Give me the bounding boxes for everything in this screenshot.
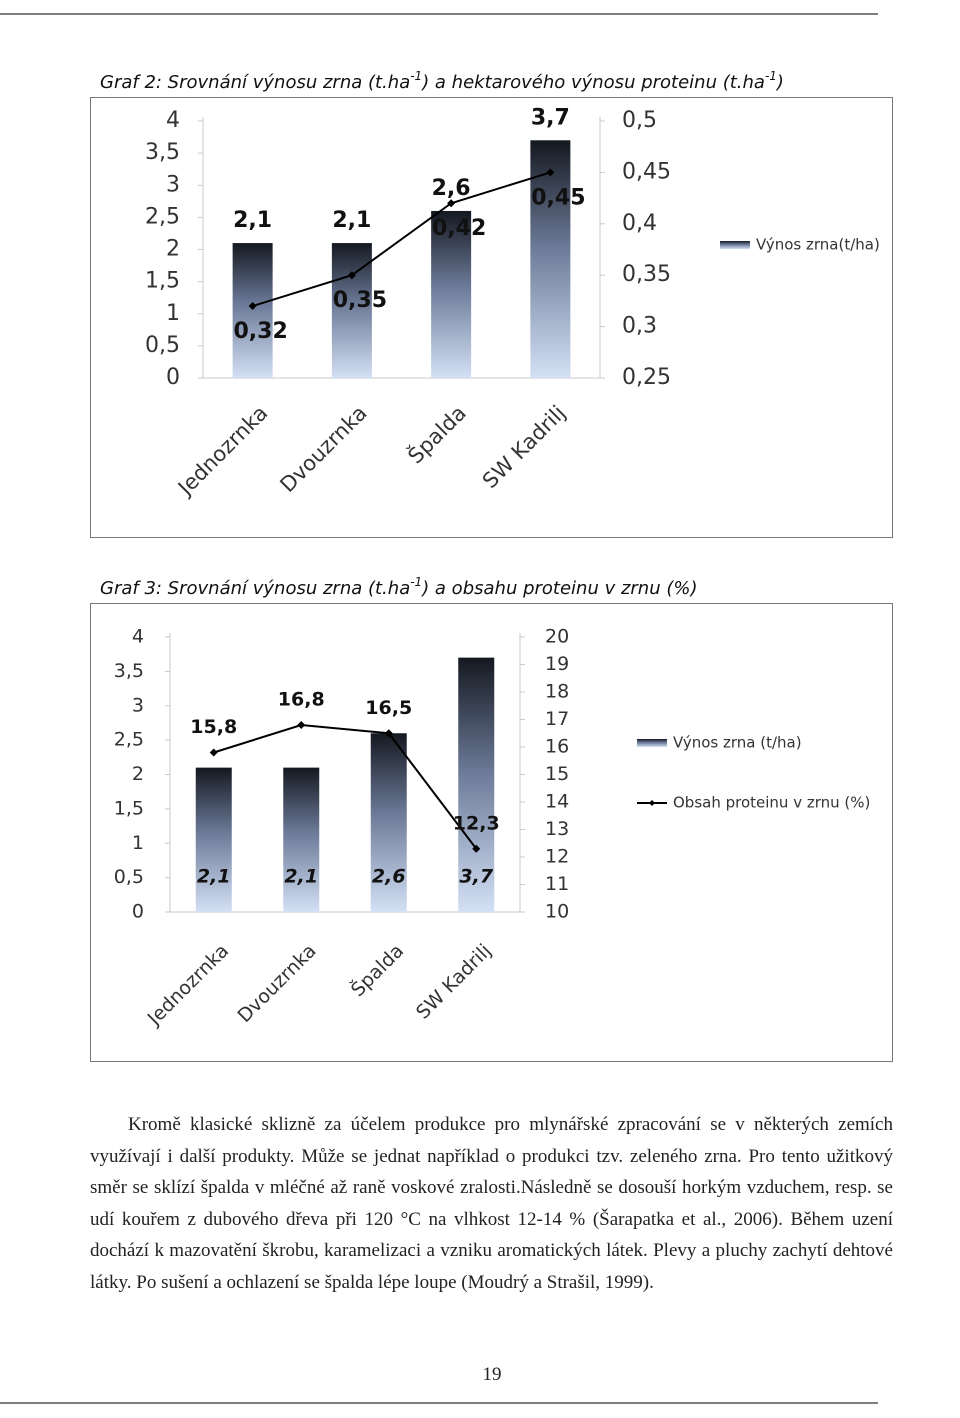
y2-tick-label: 0,5 [622, 108, 657, 133]
line-marker [248, 302, 257, 311]
y2-tick-label: 17 [545, 708, 569, 730]
chart-title: Graf 2: Srovnání výnosu zrna (t.ha-1) a … [100, 69, 784, 94]
bar-value-label: 2,1 [197, 866, 231, 888]
y2-tick-label: 16 [545, 736, 569, 758]
line-value-label: 0,45 [531, 185, 585, 210]
x-tick-label: SW Kadrilj [412, 940, 496, 1024]
y-tick-label: 1,5 [114, 797, 144, 819]
legend-label: Obsah proteinu v zrnu (%) [673, 794, 870, 812]
chart-title: Graf 3: Srovnání výnosu zrna (t.ha-1) a … [100, 575, 698, 600]
y2-tick-label: 0,25 [622, 365, 671, 390]
y2-tick-label: 18 [545, 681, 569, 703]
y-tick-label: 2 [166, 237, 180, 262]
y-tick-label: 3,5 [145, 140, 180, 165]
line-marker [546, 168, 555, 177]
x-tick-label: Dvouzrnka [275, 401, 371, 497]
bar-value-label: 3,7 [531, 105, 570, 130]
y-tick-label: 0 [132, 901, 144, 923]
title-part: ) [775, 72, 784, 93]
paragraph: Kromě klasické sklizně za účelem produkc… [90, 1114, 893, 1293]
y2-tick-label: 15 [545, 763, 569, 785]
y-tick-label: 2 [132, 763, 144, 785]
y2-tick-label: 10 [545, 901, 569, 923]
line-value-label: 0,42 [432, 216, 486, 241]
title-superscript: -1 [765, 69, 777, 83]
y-tick-label: 2,5 [114, 729, 144, 751]
y-tick-label: 3 [166, 172, 180, 197]
bar-value-label: 3,7 [459, 866, 493, 888]
title-superscript: -1 [410, 69, 422, 83]
y2-tick-label: 12 [545, 846, 569, 868]
bar [232, 243, 273, 378]
line-marker [209, 748, 218, 757]
line-value-label: 16,8 [278, 689, 325, 711]
y2-tick-label: 20 [545, 626, 569, 648]
legend-swatch [637, 739, 667, 747]
bar [458, 657, 495, 912]
bar-value-label: 2,1 [332, 208, 371, 233]
legend-label: Výnos zrna(t/ha) [756, 236, 880, 254]
bar-value-label: 2,1 [233, 208, 272, 233]
title-part: ) a hektarového výnosu proteinu (t.ha [420, 72, 765, 93]
y2-tick-label: 14 [545, 791, 569, 813]
bar [370, 733, 407, 912]
x-tick-label: Dvouzrnka [233, 940, 320, 1027]
line [213, 723, 478, 850]
line [252, 171, 551, 307]
legend-swatch [720, 241, 750, 249]
title-part: Graf 3: Srovnání výnosu zrna (t.ha [100, 578, 410, 599]
title-part: Graf 2: Srovnání výnosu zrna (t.ha [100, 72, 410, 93]
bar-value-label: 2,6 [372, 866, 406, 888]
title-part: ) a obsahu proteinu v zrnu (%) [420, 578, 697, 599]
title-superscript: -1 [410, 575, 422, 589]
line-value-label: 12,3 [453, 812, 500, 834]
x-tick-label: Špalda [345, 938, 408, 1001]
y-tick-label: 0,5 [145, 333, 180, 358]
x-tick-label: SW Kadrilj [478, 401, 570, 493]
chart-frame [90, 97, 893, 538]
y-tick-label: 0,5 [114, 866, 144, 888]
line-value-label: 15,8 [190, 716, 237, 738]
bar [195, 767, 232, 912]
y-tick-label: 0 [166, 365, 180, 390]
x-tick-label: Jednozrnka [143, 940, 233, 1030]
line-value-label: 0,32 [233, 319, 287, 344]
legend-marker [649, 800, 655, 806]
y-tick-label: 3 [132, 694, 144, 716]
bar-value-label: 2,6 [432, 176, 471, 201]
bar-value-label: 2,1 [284, 866, 318, 888]
bar [283, 767, 320, 912]
line-marker [384, 729, 393, 738]
line-marker [347, 271, 356, 280]
y-tick-label: 4 [166, 108, 180, 133]
bar [431, 210, 472, 378]
y-tick-label: 1,5 [145, 269, 180, 294]
line-marker [297, 721, 306, 729]
y2-tick-label: 0,45 [622, 159, 671, 184]
y2-tick-label: 11 [545, 873, 569, 895]
y-tick-label: 1 [132, 832, 144, 854]
line-marker [472, 844, 481, 853]
y2-tick-label: 19 [545, 653, 569, 675]
y2-tick-label: 13 [545, 818, 569, 840]
legend-label: Výnos zrna (t/ha) [673, 734, 802, 752]
y-tick-label: 1 [166, 301, 180, 326]
y2-tick-label: 0,4 [622, 211, 657, 236]
page-number: 19 [482, 1364, 502, 1385]
y2-tick-label: 0,3 [622, 314, 657, 339]
chart-frame [90, 603, 893, 1062]
line-value-label: 0,35 [333, 288, 387, 313]
x-tick-label: Špalda [403, 400, 471, 468]
y-tick-label: 3,5 [114, 660, 144, 682]
y-tick-label: 2,5 [145, 204, 180, 229]
y-tick-label: 4 [132, 626, 144, 648]
line-marker [447, 199, 456, 208]
y2-tick-label: 0,35 [622, 262, 671, 287]
x-tick-label: Jednozrnka [172, 401, 272, 501]
bar [530, 140, 571, 378]
line-value-label: 16,5 [365, 697, 412, 719]
